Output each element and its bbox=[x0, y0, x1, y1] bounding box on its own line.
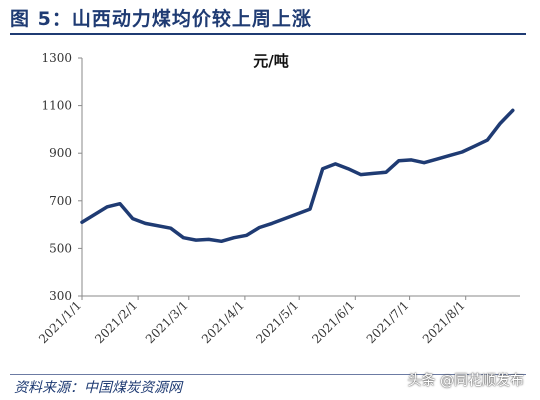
y-tick-label: 300 bbox=[49, 289, 72, 303]
x-tick-label: 2021/7/1 bbox=[364, 298, 412, 346]
y-tick-label: 700 bbox=[49, 194, 72, 208]
x-tick-label: 2021/6/1 bbox=[309, 298, 357, 346]
y-axis-ticks: 300 500 700 900 1100 1300 bbox=[41, 51, 82, 303]
x-tick-label: 2021/8/1 bbox=[420, 298, 468, 346]
x-axis-ticks: 2021/1/1 2021/2/1 2021/3/1 2021/4/1 2021/5/1… bbox=[36, 296, 468, 346]
x-tick-label: 2021/3/1 bbox=[143, 298, 191, 346]
x-tick-label: 2021/5/1 bbox=[253, 298, 301, 346]
chart-axes bbox=[81, 58, 520, 297]
footer-rule bbox=[10, 374, 526, 375]
y-tick-label: 500 bbox=[49, 241, 72, 255]
x-tick-label: 2021/2/1 bbox=[92, 298, 140, 346]
x-tick-label: 2021/1/1 bbox=[36, 298, 84, 346]
watermark: 头条 @同花顺发布 bbox=[408, 370, 524, 390]
y-tick-label: 900 bbox=[49, 146, 72, 160]
y-tick-label: 1100 bbox=[41, 99, 72, 113]
source-note: 资料来源：中国煤炭资源网 bbox=[14, 380, 182, 396]
figure-title: 图 5：山西动力煤均价较上周上涨 bbox=[10, 8, 312, 30]
title-rule bbox=[10, 33, 526, 35]
y-tick-label: 1300 bbox=[41, 51, 72, 65]
unit-label: 元/吨 bbox=[253, 52, 288, 70]
series-line bbox=[80, 108, 515, 244]
x-tick-label: 2021/4/1 bbox=[199, 298, 247, 346]
watermark-text: 头条 @同花顺发布 bbox=[407, 373, 524, 389]
